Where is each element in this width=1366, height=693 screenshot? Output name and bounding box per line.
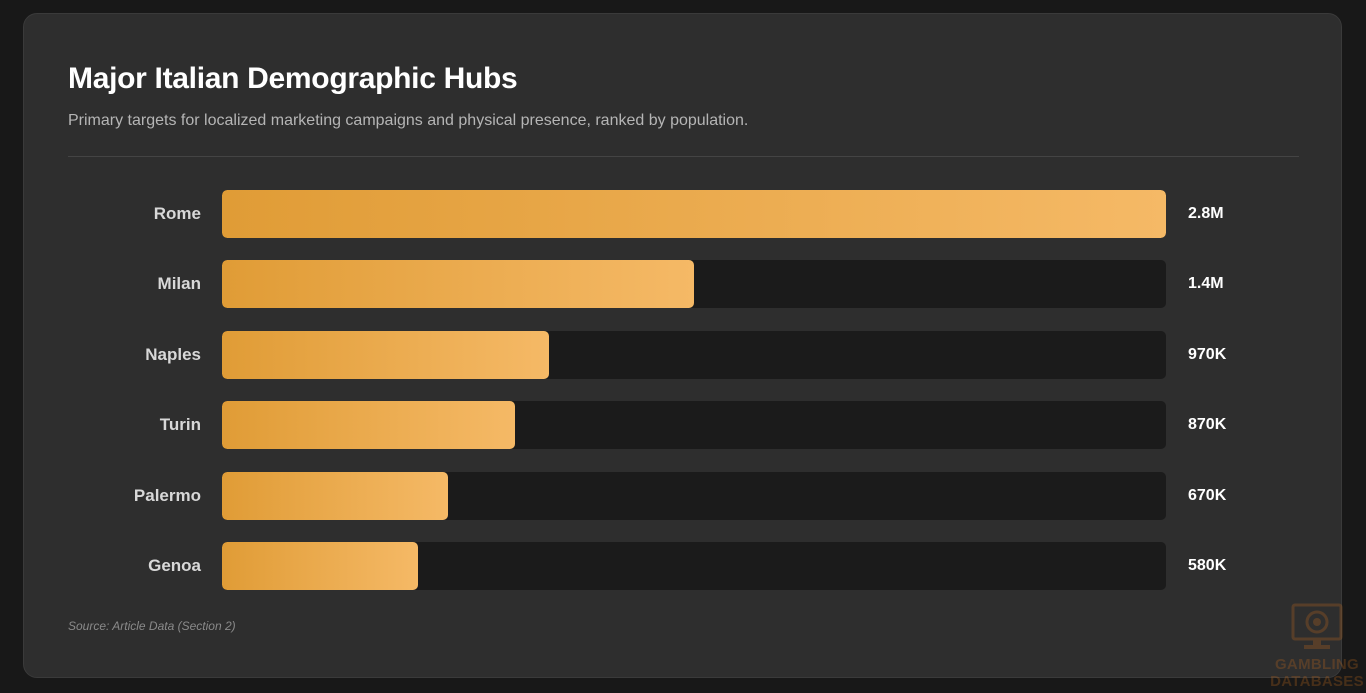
- category-label: Genoa: [148, 556, 201, 575]
- bar-row: Turin 870K: [24, 401, 1343, 450]
- bar: [222, 401, 516, 450]
- bar: [222, 330, 550, 379]
- bar: [222, 260, 694, 309]
- value-label: 870K: [1188, 416, 1227, 434]
- bar: [222, 190, 1166, 238]
- category-label: Naples: [145, 344, 201, 364]
- bar-track: [222, 260, 1166, 309]
- source-note: Source: Article Data (Section 2): [68, 619, 236, 633]
- watermark-text: GAMBLING DATABASES: [1268, 656, 1366, 690]
- value-label: 2.8M: [1188, 205, 1224, 222]
- chart-title: Major Italian Demographic Hubs: [68, 62, 518, 95]
- chart-card: Major Italian Demographic Hubs Primary t…: [23, 13, 1342, 678]
- chart-subtitle: Primary targets for localized marketing …: [68, 112, 749, 129]
- bar-track: [222, 190, 1166, 238]
- bar-track: [222, 542, 1166, 590]
- bar-row: Milan 1.4M: [24, 260, 1343, 309]
- category-label: Palermo: [133, 485, 201, 505]
- value-label: 1.4M: [1188, 275, 1224, 293]
- value-label: 670K: [1188, 486, 1227, 504]
- watermark-line-1: GAMBLING: [1274, 656, 1360, 673]
- bar-row: Palermo 670K: [24, 471, 1343, 520]
- value-label: 970K: [1188, 345, 1227, 363]
- bar-chart: Rome 2.8M Milan 1.4M Naples 970K Turin 870K Pale…: [24, 14, 1343, 679]
- bar-row: Rome 2.8M: [24, 190, 1343, 238]
- bar-track: [222, 471, 1166, 520]
- category-label: Turin: [159, 415, 201, 435]
- header-divider: [68, 156, 1299, 157]
- casino-monitor-icon: [1291, 603, 1343, 649]
- watermark-logo: GAMBLING DATABASES: [1268, 600, 1366, 693]
- bar-row: Naples 970K: [24, 330, 1343, 379]
- bar: [222, 471, 448, 520]
- bar-row: Genoa 580K: [24, 542, 1343, 590]
- category-label: Rome: [153, 204, 201, 223]
- bar-track: [222, 401, 1166, 450]
- bar-track: [222, 330, 1166, 379]
- bar: [222, 542, 418, 590]
- value-label: 580K: [1188, 557, 1227, 574]
- watermark-line-2: DATABASES: [1270, 673, 1364, 690]
- category-label: Milan: [157, 274, 201, 294]
